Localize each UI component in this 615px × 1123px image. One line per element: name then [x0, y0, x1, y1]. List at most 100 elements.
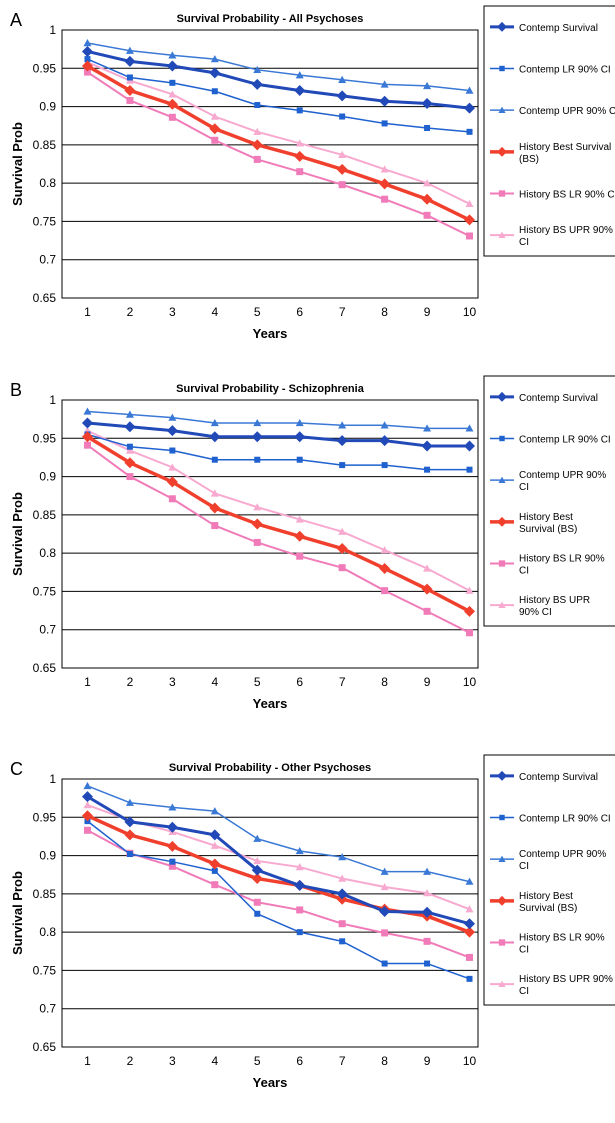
data-point [169, 858, 176, 865]
data-point [423, 867, 432, 875]
data-point [125, 446, 134, 454]
data-point [210, 841, 219, 849]
legend-item-history-best-survival-bs: History Best Survival(BS) [490, 142, 611, 165]
y-tick-label: 0.75 [33, 584, 57, 598]
series-contemp-upr-90-ci [83, 407, 474, 432]
data-point [124, 55, 136, 67]
legend-label: Contemp UPR 90% [519, 849, 606, 860]
data-point [423, 564, 432, 572]
y-axis-label: Survival Prob [10, 871, 25, 955]
data-point [294, 879, 306, 891]
data-point [253, 65, 262, 74]
data-point [124, 84, 136, 96]
y-tick-label: 0.95 [33, 431, 57, 445]
data-point [125, 410, 134, 418]
survival-chart-other-psychoses: 0.65 0.7 0.75 0.8 0.85 0.9 0.95 1 1 2 3 4 5 6 7 8 9 10 C Su… [10, 754, 615, 1090]
data-point [423, 937, 431, 945]
legend-item-history-bs-lr-90-ci: History BS LR 90%CI [490, 554, 605, 577]
legend-marker [498, 231, 506, 239]
data-point [295, 863, 304, 871]
data-point [381, 960, 388, 967]
legend-item-contemp-upr-90-ci: Contemp UPR 90%CI [490, 470, 606, 493]
data-point [338, 421, 347, 429]
data-point [381, 120, 388, 127]
x-tick-label: 2 [127, 675, 134, 689]
data-point [81, 431, 93, 443]
data-point [423, 424, 432, 432]
x-tick-label: 8 [381, 1054, 388, 1068]
x-tick-label: 9 [424, 305, 431, 319]
data-point [83, 39, 92, 47]
x-tick-label: 8 [381, 305, 388, 319]
data-point [166, 60, 178, 72]
data-point [254, 102, 261, 109]
y-tick-label: 0.75 [33, 214, 57, 228]
y-tick-label: 0.75 [33, 963, 57, 977]
legend-label: (BS) [519, 154, 539, 165]
data-point [211, 881, 219, 889]
data-point [83, 826, 91, 834]
series-line [87, 410, 470, 430]
x-tick-label: 6 [296, 1054, 303, 1068]
data-point [423, 179, 432, 187]
data-point [169, 79, 176, 86]
data-point [464, 214, 476, 226]
data-point [211, 136, 219, 144]
data-point [83, 68, 91, 76]
y-tick-label: 0.8 [39, 176, 56, 190]
y-tick-label: 0.65 [33, 291, 57, 305]
legend-label: History BS LR 90% [519, 933, 605, 944]
y-tick-label: 0.9 [39, 100, 56, 114]
legend-marker [497, 391, 507, 402]
data-point [465, 586, 474, 594]
data-point [83, 801, 92, 809]
x-tick-label: 2 [127, 1054, 134, 1068]
data-point [168, 803, 177, 811]
data-point [339, 113, 346, 120]
panel-c: 0.65 0.7 0.75 0.8 0.85 0.9 0.95 1 1 2 3 4 5 6 7 8 9 10 C Su… [0, 749, 615, 1123]
legend-label: Contemp UPR 90% CI [519, 106, 615, 117]
legend: Contemp Survival Contemp LR 90% CI Contemp… [483, 754, 615, 1006]
data-point [421, 440, 433, 452]
data-point [253, 834, 262, 842]
data-point [295, 418, 304, 427]
data-point [125, 46, 134, 54]
series-line [87, 433, 470, 471]
data-point [466, 629, 474, 637]
data-point [381, 195, 389, 203]
data-point [166, 425, 178, 437]
x-tick-label: 10 [463, 1054, 477, 1068]
y-tick-label: 0.9 [39, 470, 56, 484]
series-line [87, 804, 470, 911]
data-point [168, 90, 177, 98]
legend-item-contemp-survival: Contemp Survival [490, 770, 598, 783]
series-line [86, 829, 470, 959]
data-point [379, 905, 391, 917]
series-history-bs-upr-90-ci [83, 801, 474, 913]
y-tick-label: 1 [49, 772, 56, 786]
legend-item-contemp-lr-90-ci: Contemp LR 90% CI [490, 65, 611, 76]
data-point [253, 418, 262, 427]
survival-chart-schizophrenia: 0.65 0.7 0.75 0.8 0.85 0.9 0.95 1 1 2 3 4 5 6 7 8 9 10 B Su… [10, 375, 615, 711]
data-point [423, 607, 431, 615]
series-history-bs-upr-90-ci [83, 426, 474, 594]
series-contemp-survival [81, 417, 476, 452]
data-point [209, 431, 221, 443]
data-point [253, 538, 261, 546]
data-point [124, 457, 136, 469]
y-tick-label: 0.7 [39, 1002, 56, 1016]
data-point [296, 906, 304, 914]
legend-marker [498, 190, 506, 197]
data-point [339, 462, 346, 469]
data-point [465, 86, 474, 94]
data-point [423, 889, 432, 897]
data-point [210, 418, 219, 427]
data-point [424, 960, 431, 967]
data-point [209, 67, 221, 79]
y-tick-label: 0.7 [39, 253, 56, 267]
data-point [126, 443, 133, 450]
legend-item-contemp-upr-90-ci: Contemp UPR 90% CI [490, 106, 615, 117]
x-tick-label: 2 [127, 305, 134, 319]
legend-item-history-bs-lr-90-ci: History BS LR 90% CI [490, 190, 615, 201]
panel-b: 0.65 0.7 0.75 0.8 0.85 0.9 0.95 1 1 2 3 4 5 6 7 8 9 10 B Su… [0, 370, 615, 744]
